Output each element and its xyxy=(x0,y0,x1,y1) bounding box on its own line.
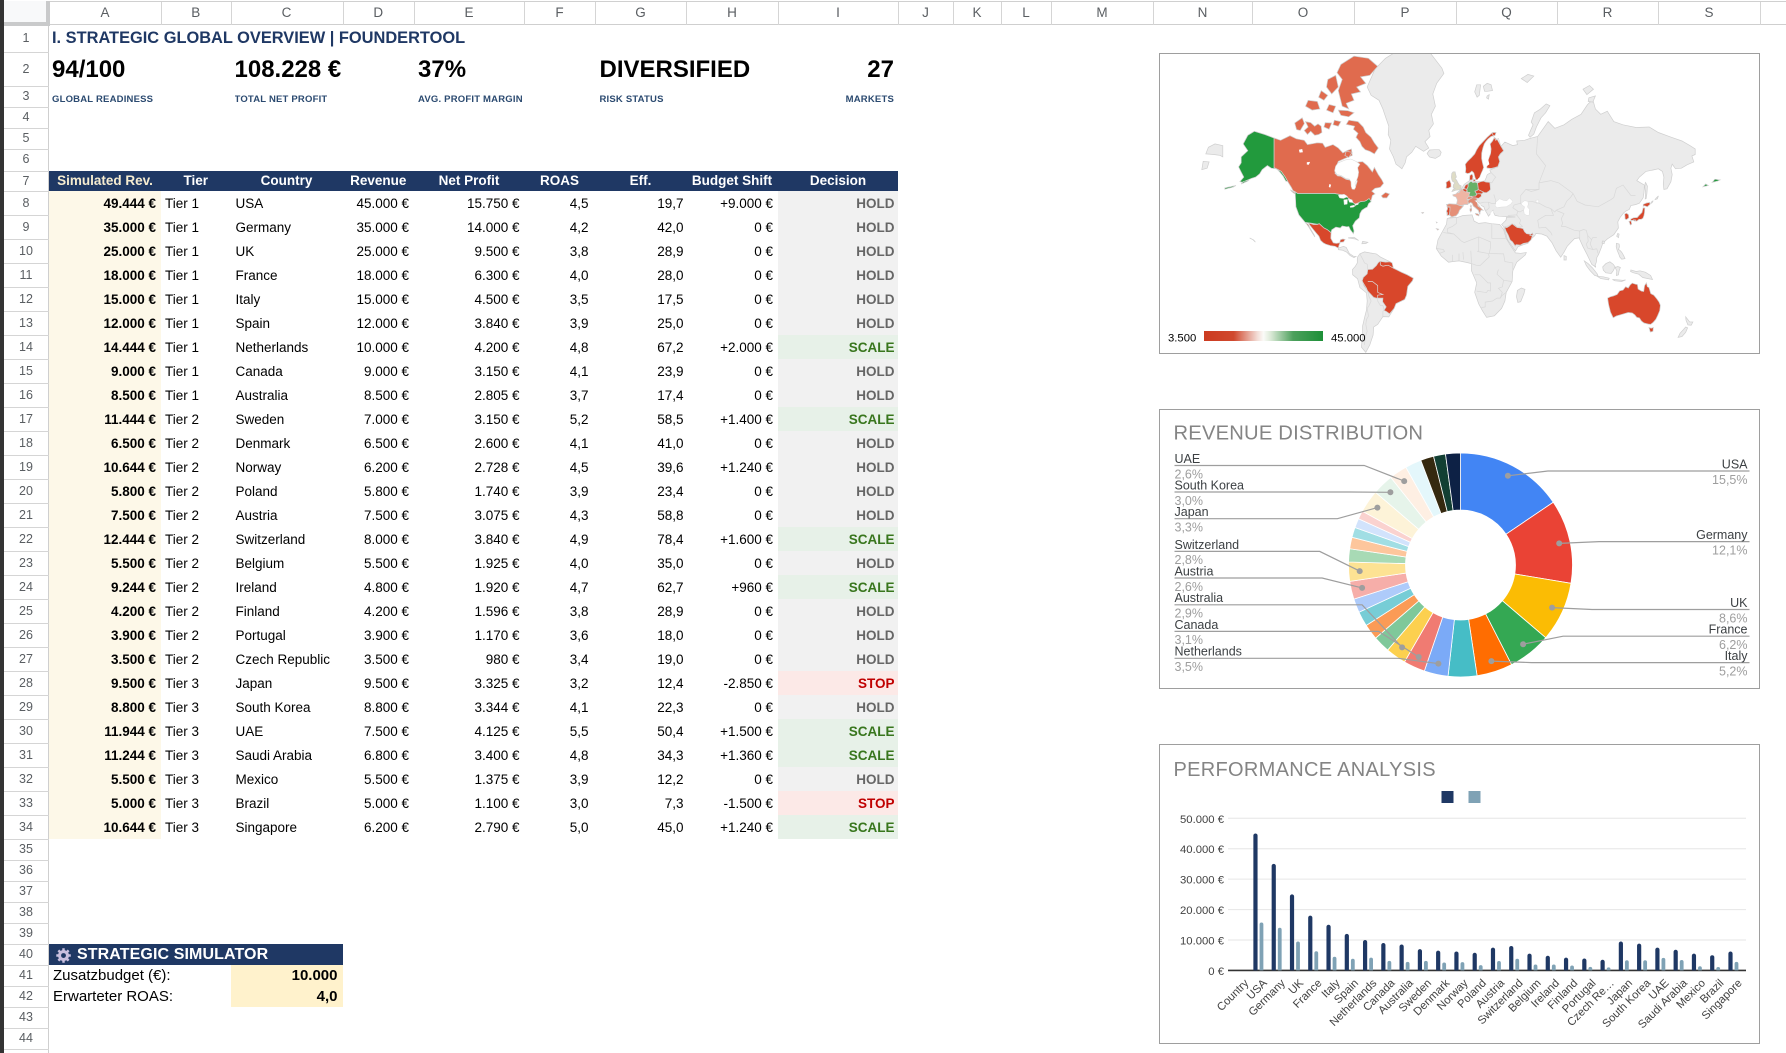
svg-text:3,0%: 3,0% xyxy=(1174,494,1203,508)
svg-text:UAE: UAE xyxy=(1174,452,1200,466)
svg-text:2,6%: 2,6% xyxy=(1174,467,1203,481)
svg-text:Japan: Japan xyxy=(1174,505,1208,519)
svg-text:REVENUE DISTRIBUTION: REVENUE DISTRIBUTION xyxy=(1173,423,1423,445)
svg-text:3,3%: 3,3% xyxy=(1174,521,1203,535)
svg-text:2,6%: 2,6% xyxy=(1174,580,1203,594)
svg-text:Australia: Australia xyxy=(1174,591,1223,605)
svg-text:50.000 €: 50.000 € xyxy=(1180,814,1225,826)
svg-text:30.000 €: 30.000 € xyxy=(1180,875,1225,887)
svg-text:South Korea: South Korea xyxy=(1174,478,1244,492)
svg-text:3,1%: 3,1% xyxy=(1174,633,1203,647)
svg-text:2,9%: 2,9% xyxy=(1174,607,1203,621)
svg-text:12,1%: 12,1% xyxy=(1712,543,1747,557)
svg-text:0 €: 0 € xyxy=(1208,966,1224,978)
svg-text:3.500: 3.500 xyxy=(1168,333,1196,345)
svg-text:40.000 €: 40.000 € xyxy=(1180,844,1225,856)
svg-text:2,8%: 2,8% xyxy=(1174,553,1203,567)
svg-text:Austria: Austria xyxy=(1174,564,1213,578)
svg-text:UK: UK xyxy=(1730,596,1748,610)
svg-text:Italy: Italy xyxy=(1724,649,1748,663)
svg-text:France: France xyxy=(1708,623,1747,637)
svg-text:20.000 €: 20.000 € xyxy=(1180,905,1225,917)
svg-text:Switzerland: Switzerland xyxy=(1174,538,1239,552)
svg-text:Germany: Germany xyxy=(1696,528,1748,542)
svg-text:3,5%: 3,5% xyxy=(1174,660,1203,674)
svg-text:6,2%: 6,2% xyxy=(1719,638,1748,652)
svg-text:USA: USA xyxy=(1721,457,1747,471)
svg-text:Netherlands: Netherlands xyxy=(1174,645,1241,659)
svg-text:5,2%: 5,2% xyxy=(1719,664,1748,678)
svg-text:10.000 €: 10.000 € xyxy=(1180,936,1225,948)
svg-text:8,6%: 8,6% xyxy=(1719,611,1748,625)
svg-text:Canada: Canada xyxy=(1174,618,1218,632)
svg-text:15,5%: 15,5% xyxy=(1712,473,1747,487)
svg-text:PERFORMANCE ANALYSIS: PERFORMANCE ANALYSIS xyxy=(1173,759,1435,781)
svg-text:45.000: 45.000 xyxy=(1331,333,1366,345)
